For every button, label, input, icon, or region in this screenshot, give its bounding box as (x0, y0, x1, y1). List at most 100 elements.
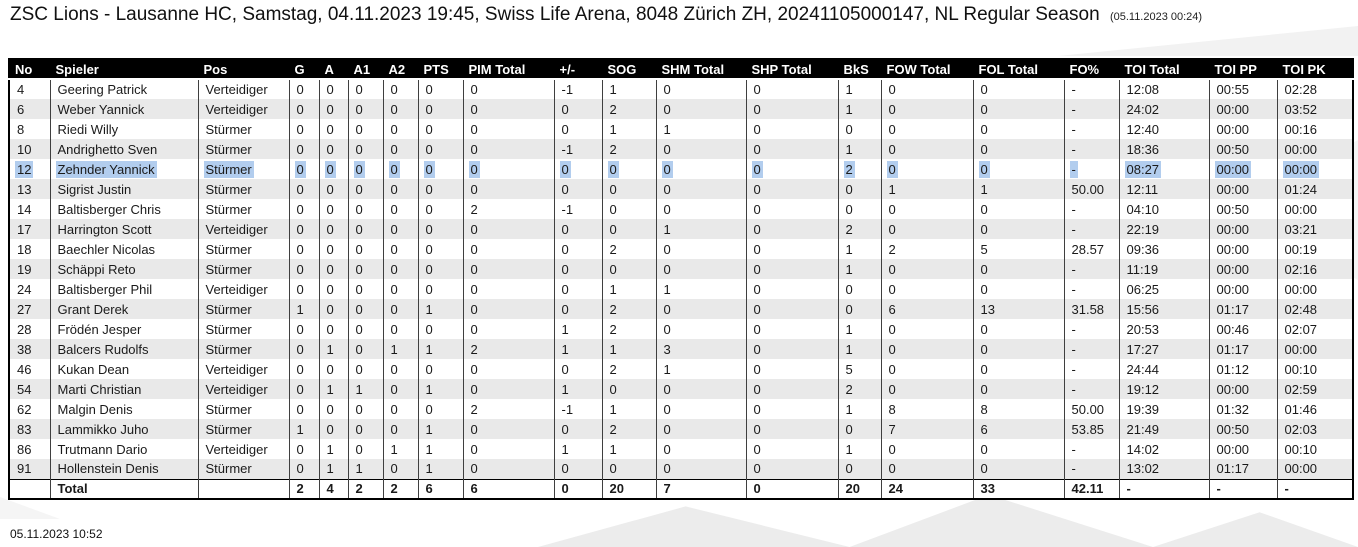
stat-cell[interactable]: 1 (838, 439, 882, 459)
stat-cell[interactable]: 12:40 (1119, 119, 1210, 139)
stat-cell[interactable]: 0 (838, 299, 882, 319)
stat-cell[interactable]: - (1064, 439, 1120, 459)
stat-cell[interactable]: 0 (418, 119, 464, 139)
stat-cell[interactable]: 28 (9, 319, 51, 339)
stat-cell[interactable]: 6 (9, 99, 51, 119)
stat-cell[interactable]: 2 (838, 219, 882, 239)
table-row[interactable]: 28 Frödén Jesper Stürmer 0 0 0 0 0 0 1 2 0 0 1 0 0-20:5… (9, 319, 1353, 339)
stat-cell[interactable]: 0 (463, 319, 555, 339)
stat-cell[interactable]: 18 (9, 239, 51, 259)
stat-cell[interactable]: 0 (656, 399, 747, 419)
stat-cell[interactable]: 18:36 (1119, 139, 1210, 159)
stat-cell[interactable]: 0 (418, 159, 464, 179)
stat-cell[interactable]: 1 (383, 339, 419, 359)
stat-cell[interactable]: - (1064, 219, 1120, 239)
stat-cell[interactable]: Balcers Rudolfs (50, 339, 199, 359)
table-row[interactable]: 38 Balcers Rudolfs Stürmer 0 1 0 1 1 2 1 1 3 0 1 0 0-17… (9, 339, 1353, 359)
stat-cell[interactable]: 00:00 (1209, 239, 1278, 259)
stat-cell[interactable]: 0 (383, 419, 419, 439)
stat-cell[interactable]: 0 (463, 419, 555, 439)
stat-cell[interactable]: 0 (383, 79, 419, 99)
stat-cell[interactable]: 0 (289, 439, 320, 459)
stat-cell[interactable]: 0 (881, 279, 974, 299)
stat-cell[interactable]: 0 (656, 459, 747, 479)
stat-cell[interactable]: 00:00 (1209, 99, 1278, 119)
stat-cell[interactable]: 1 (383, 439, 419, 459)
stat-cell[interactable]: 0 (289, 179, 320, 199)
stat-cell[interactable]: 0 (881, 259, 974, 279)
stat-cell[interactable]: 28.57 (1064, 239, 1120, 259)
stat-cell[interactable]: 0 (881, 119, 974, 139)
stat-cell[interactable]: 0 (881, 99, 974, 119)
stat-cell[interactable]: 1 (656, 359, 747, 379)
stat-cell[interactable]: - (1064, 359, 1120, 379)
stat-cell[interactable]: 0 (418, 99, 464, 119)
stat-cell[interactable]: 24:44 (1119, 359, 1210, 379)
stat-cell[interactable]: 0 (463, 179, 555, 199)
stat-cell[interactable]: 02:28 (1284, 82, 1318, 97)
stat-cell[interactable]: 02:59 (1284, 381, 1318, 397)
stat-cell[interactable]: 0 (746, 379, 839, 399)
stat-cell[interactable]: 0 (463, 359, 555, 379)
stat-cell[interactable]: 0 (602, 179, 657, 199)
stat-cell[interactable]: 0 (602, 379, 657, 399)
stat-cell[interactable]: 0 (973, 379, 1065, 399)
stat-cell[interactable]: 0 (319, 299, 349, 319)
stat-cell[interactable]: 0 (348, 119, 384, 139)
stat-cell[interactable]: 00:50 (1209, 199, 1278, 219)
stat-cell[interactable]: 0 (656, 299, 747, 319)
stat-cell[interactable]: 15:56 (1119, 299, 1210, 319)
stat-cell[interactable]: 0 (746, 119, 839, 139)
stat-cell[interactable]: 00:00 (1209, 119, 1278, 139)
stat-cell[interactable]: 54 (9, 379, 51, 399)
stat-cell[interactable]: 0 (656, 139, 747, 159)
stat-cell[interactable]: 0 (838, 279, 882, 299)
stat-cell[interactable]: - (1064, 119, 1120, 139)
stat-cell[interactable]: 0 (656, 259, 747, 279)
stat-cell[interactable]: 22:19 (1119, 219, 1210, 239)
table-row[interactable]: 18 Baechler Nicolas Stürmer 0 0 0 0 0 0 0 2 0 0 1 2 5 28… (9, 239, 1353, 259)
stat-cell[interactable]: 2 (602, 239, 657, 259)
stat-cell[interactable]: - (1064, 99, 1120, 119)
stat-cell[interactable]: 0 (418, 139, 464, 159)
stat-cell[interactable]: 1 (554, 319, 603, 339)
stat-cell[interactable]: 12:08 (1119, 79, 1210, 99)
stat-cell[interactable]: Stürmer (198, 339, 290, 359)
stat-cell[interactable]: 1 (602, 279, 657, 299)
stat-cell[interactable]: 2 (602, 319, 657, 339)
stat-cell[interactable]: 0 (348, 399, 384, 419)
stat-cell[interactable]: 2 (463, 339, 555, 359)
stat-cell[interactable]: 0 (383, 459, 419, 479)
stat-cell[interactable]: 0 (348, 279, 384, 299)
stat-cell[interactable]: 0 (348, 419, 384, 439)
stat-cell[interactable]: 0 (463, 159, 555, 179)
stat-cell[interactable]: 50.00 (1064, 179, 1120, 199)
stat-cell[interactable]: 0 (383, 379, 419, 399)
stat-cell[interactable]: 00:00 (1209, 219, 1278, 239)
table-row[interactable]: 62 Malgin Denis Stürmer 0 0 0 0 0 2 -1 1 0 0 1 8 8 50.00… (9, 399, 1353, 419)
stat-cell[interactable]: 0 (881, 339, 974, 359)
stat-cell[interactable]: 1 (554, 339, 603, 359)
stat-cell[interactable]: Stürmer (198, 139, 290, 159)
stat-cell[interactable]: 08:27 (1119, 159, 1210, 179)
stat-cell[interactable]: 0 (319, 139, 349, 159)
table-row[interactable]: 4 Geering Patrick Verteidiger 0 0 0 0 0 0 -1 1 0 0 1 0… (9, 79, 1353, 99)
stat-cell[interactable]: 0 (656, 199, 747, 219)
stat-cell[interactable]: 0 (348, 159, 384, 179)
stat-cell[interactable]: 0 (656, 179, 747, 199)
stat-cell[interactable]: 2 (463, 399, 555, 419)
stat-cell[interactable]: 0 (348, 359, 384, 379)
stat-cell[interactable]: Malgin Denis (50, 399, 199, 419)
stat-cell[interactable]: 02:07 (1284, 321, 1318, 337)
stat-cell[interactable]: 0 (289, 339, 320, 359)
stat-cell[interactable]: Andrighetto Sven (50, 139, 199, 159)
stat-cell[interactable]: 0 (554, 159, 603, 179)
stat-cell[interactable]: 0 (418, 179, 464, 199)
stat-cell[interactable]: 0 (656, 439, 747, 459)
stat-cell[interactable]: 0 (746, 239, 839, 259)
stat-cell[interactable]: Stürmer (198, 159, 290, 179)
stat-cell[interactable]: Stürmer (198, 239, 290, 259)
stat-cell[interactable]: 0 (289, 459, 320, 479)
stat-cell[interactable]: 1 (656, 219, 747, 239)
stat-cell[interactable]: 00:50 (1209, 419, 1278, 439)
